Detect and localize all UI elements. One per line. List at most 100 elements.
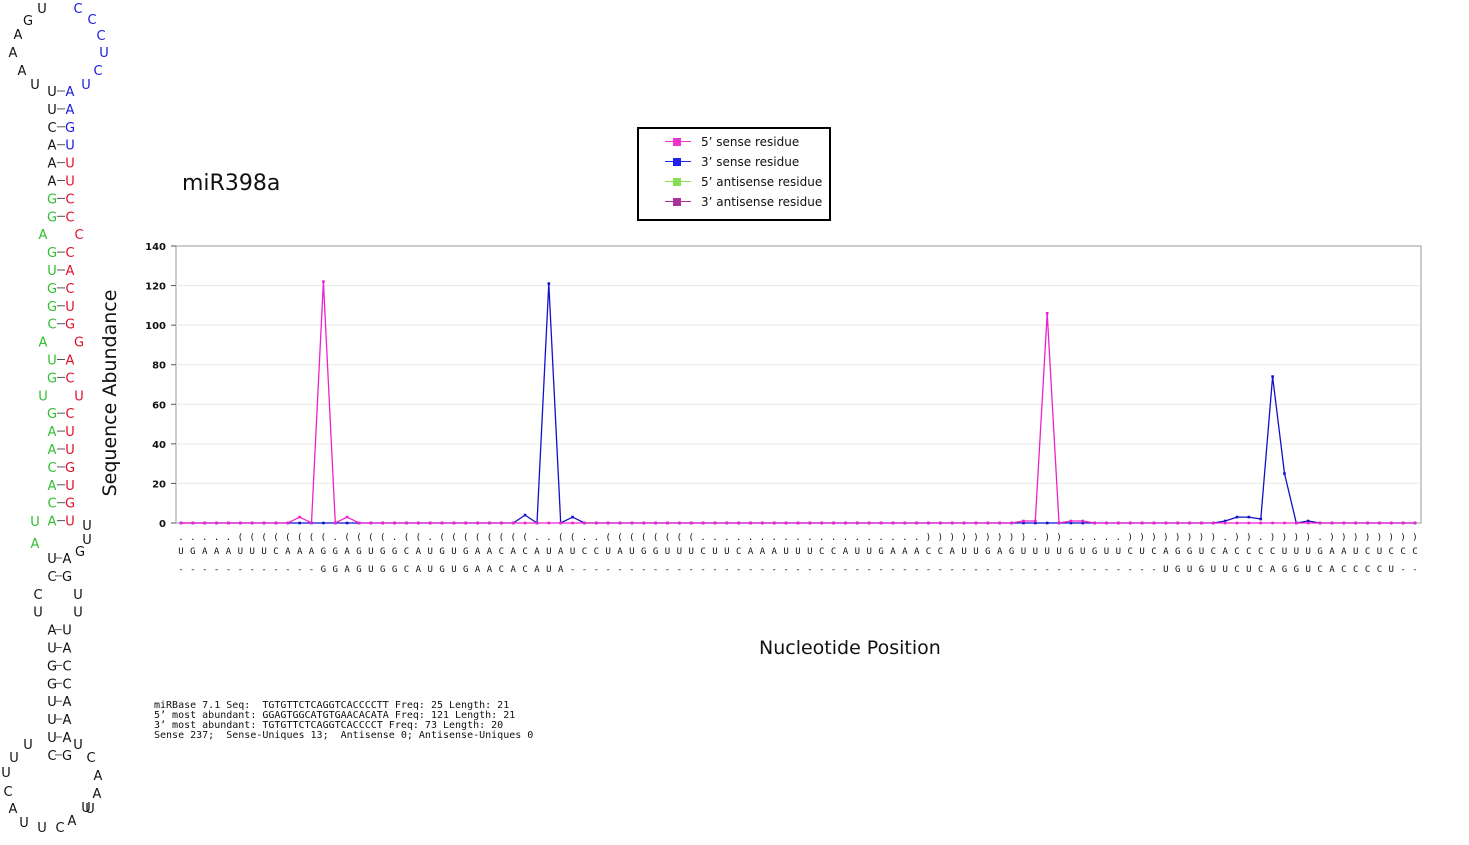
data-point bbox=[393, 521, 396, 525]
sequence-char: A bbox=[511, 547, 517, 557]
base: C bbox=[65, 282, 74, 297]
base: U bbox=[73, 606, 83, 621]
mature-char: - bbox=[653, 565, 658, 575]
mature-char: G bbox=[333, 565, 338, 575]
structure-char: ) bbox=[961, 533, 966, 543]
base: G bbox=[47, 371, 57, 386]
mature-char: G bbox=[392, 565, 397, 575]
mature-char: - bbox=[202, 565, 207, 575]
base: C bbox=[65, 246, 74, 261]
mature-char: - bbox=[712, 565, 717, 575]
structure-char: . bbox=[712, 533, 717, 543]
base: C bbox=[74, 228, 83, 243]
data-point bbox=[322, 521, 325, 525]
data-point bbox=[1295, 521, 1298, 525]
structure-char: ( bbox=[416, 533, 421, 543]
sequence-char: C bbox=[831, 547, 836, 557]
base: C bbox=[3, 785, 12, 800]
data-point bbox=[345, 515, 349, 519]
structure-char: . bbox=[226, 533, 231, 543]
mature-char: - bbox=[249, 565, 254, 575]
base: U bbox=[47, 552, 57, 567]
plot-area bbox=[175, 245, 1422, 524]
mature-char: - bbox=[760, 565, 765, 575]
mature-char: - bbox=[629, 565, 634, 575]
data-point bbox=[298, 521, 301, 525]
legend-swatch bbox=[665, 177, 691, 187]
sequence-char: C bbox=[1128, 547, 1133, 557]
structure-char: ( bbox=[238, 533, 243, 543]
data-point bbox=[737, 521, 740, 525]
base: A bbox=[48, 175, 57, 190]
mature-char: - bbox=[890, 565, 895, 575]
data-point bbox=[950, 521, 954, 525]
mature-char: - bbox=[938, 565, 943, 575]
data-point bbox=[903, 521, 907, 525]
data-point bbox=[689, 521, 693, 525]
chart-title: miR398a bbox=[182, 171, 281, 196]
data-point bbox=[571, 515, 574, 519]
data-point bbox=[618, 521, 622, 525]
base: U bbox=[99, 46, 109, 61]
sequence-char: A bbox=[1329, 547, 1335, 557]
data-point bbox=[879, 521, 883, 525]
sequence-char: A bbox=[309, 547, 315, 557]
sequence-char: U bbox=[855, 547, 860, 557]
structure-char: . bbox=[772, 533, 777, 543]
mature-char: G bbox=[463, 565, 468, 575]
mature-char: - bbox=[594, 565, 599, 575]
mature-char: A bbox=[534, 565, 540, 575]
data-point bbox=[891, 521, 895, 525]
sequence-char: U bbox=[783, 547, 788, 557]
base: A bbox=[63, 731, 72, 746]
sequence-char: A bbox=[1163, 547, 1169, 557]
data-point bbox=[1306, 519, 1310, 523]
structure-char: ) bbox=[1021, 533, 1026, 543]
structure-char: ( bbox=[487, 533, 492, 543]
data-point bbox=[1342, 521, 1346, 525]
sequence-char: C bbox=[1211, 547, 1216, 557]
mature-char: - bbox=[997, 565, 1002, 575]
base: C bbox=[86, 751, 95, 766]
y-tick-label: 120 bbox=[145, 282, 166, 293]
data-point bbox=[1128, 521, 1132, 525]
base: G bbox=[47, 210, 57, 225]
data-point bbox=[808, 521, 812, 525]
data-point bbox=[215, 521, 218, 525]
sequence-char: C bbox=[1389, 547, 1394, 557]
mature-char: - bbox=[297, 565, 302, 575]
base: U bbox=[47, 642, 57, 657]
structure-char: ( bbox=[297, 533, 302, 543]
mature-char: - bbox=[1116, 565, 1121, 575]
mature-char: U bbox=[1163, 565, 1168, 575]
sequence-char: A bbox=[902, 547, 908, 557]
sequence-char: A bbox=[416, 547, 422, 557]
base: G bbox=[47, 659, 57, 674]
sequence-char: A bbox=[748, 547, 754, 557]
mature-char: - bbox=[178, 565, 183, 575]
mature-char: - bbox=[273, 565, 278, 575]
data-point bbox=[1034, 519, 1037, 523]
sequence-char: U bbox=[1306, 547, 1311, 557]
mature-char: C bbox=[499, 565, 504, 575]
data-point bbox=[1010, 521, 1013, 525]
data-point bbox=[701, 521, 705, 525]
mature-char: - bbox=[724, 565, 729, 575]
sequence-char: U bbox=[795, 547, 800, 557]
structure-char: . bbox=[902, 533, 907, 543]
sequence-char: A bbox=[843, 547, 849, 557]
base: U bbox=[65, 300, 75, 315]
structure-char: ( bbox=[321, 533, 326, 543]
data-point bbox=[1200, 521, 1203, 525]
y-tick-label: 60 bbox=[152, 400, 166, 411]
base: A bbox=[63, 642, 72, 657]
sequence-char: U bbox=[368, 547, 373, 557]
mature-char: - bbox=[285, 565, 290, 575]
mature-char: - bbox=[807, 565, 812, 575]
mature-char: G bbox=[321, 565, 326, 575]
base: U bbox=[47, 713, 57, 728]
mature-char: - bbox=[772, 565, 777, 575]
base: A bbox=[63, 552, 72, 567]
base: U bbox=[65, 157, 75, 172]
base: A bbox=[68, 814, 77, 829]
